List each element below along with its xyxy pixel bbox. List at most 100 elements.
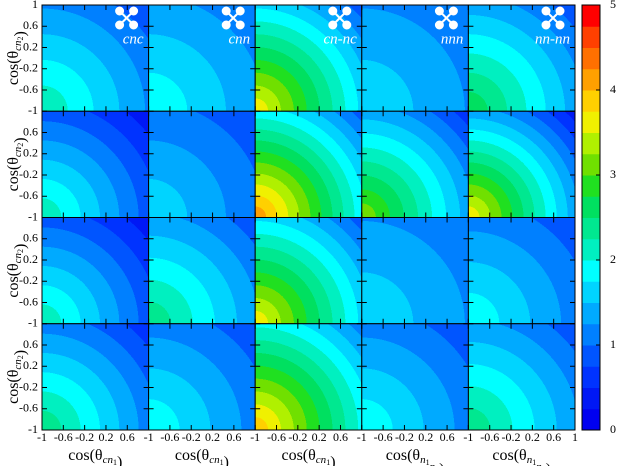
x-tick-label: 0.2 bbox=[98, 430, 113, 444]
colorbar-tick-label: 2 bbox=[610, 252, 616, 266]
x-axis-label-subsub: 2 bbox=[542, 465, 546, 466]
y-axis-label-part: ) bbox=[12, 137, 29, 142]
y-tick-label: -1 bbox=[28, 422, 38, 436]
contour-panel bbox=[148, 217, 256, 325]
y-tick-label: -0.6 bbox=[19, 401, 38, 415]
y-tick-label: 0.6 bbox=[23, 231, 38, 245]
contour-panel bbox=[41, 110, 150, 218]
x-tick-label: 0.6 bbox=[226, 430, 241, 444]
x-axis-label: cos(θn1n2) bbox=[492, 447, 551, 466]
colorbar-band bbox=[582, 345, 600, 367]
x-tick-label: 0.6 bbox=[333, 430, 348, 444]
y-axis-label-part: ) bbox=[12, 350, 29, 355]
colorbar-tick-label: 5 bbox=[610, 0, 616, 11]
colorbar-band bbox=[582, 90, 600, 112]
x-tick-label: -1 bbox=[357, 430, 367, 444]
y-tick-label: 0.2 bbox=[23, 146, 38, 160]
x-axis-label-sub: n bbox=[430, 461, 436, 466]
x-axis-label-subsub: 2 bbox=[435, 465, 439, 466]
x-tick-label: -1 bbox=[37, 430, 47, 444]
contour-panel bbox=[148, 323, 256, 431]
colorbar-band bbox=[582, 387, 600, 410]
colorbar-band bbox=[582, 153, 600, 176]
colorbar-band bbox=[582, 68, 600, 91]
y-tick-label: 0.2 bbox=[23, 358, 38, 372]
colorbar-band bbox=[582, 366, 600, 388]
panel-title: nnn bbox=[441, 31, 464, 47]
contour-panel bbox=[41, 323, 150, 431]
x-axis-label-sub: n bbox=[536, 461, 542, 466]
contour-panel bbox=[254, 323, 363, 431]
x-axis-label-subsub: 1 bbox=[532, 458, 536, 466]
x-axis-label: cos(θcn1) bbox=[281, 447, 335, 466]
x-tick-label: 0.6 bbox=[546, 430, 561, 444]
contour-panel bbox=[361, 323, 469, 431]
y-axis-label: cos(θcn2) bbox=[5, 244, 29, 298]
colorbar-band bbox=[582, 175, 600, 197]
y-tick-label: 0.6 bbox=[23, 337, 38, 351]
panel-title: nn-nn bbox=[535, 31, 570, 47]
y-axis-label-subsub: 2 bbox=[16, 249, 25, 253]
contour-panel bbox=[361, 110, 469, 218]
x-axis-label-part: ) bbox=[546, 461, 551, 466]
x-axis-label-subsub: 1 bbox=[220, 458, 224, 466]
y-tick-label: 0.6 bbox=[23, 18, 38, 32]
x-tick-label: 0.2 bbox=[312, 430, 327, 444]
x-tick-label: -0.6 bbox=[160, 430, 179, 444]
colorbar-band bbox=[582, 302, 600, 325]
contour-panel bbox=[467, 323, 576, 431]
x-tick-label: -0.2 bbox=[395, 430, 414, 444]
molecule-icon bbox=[541, 6, 565, 30]
x-axis-label-part: cos(θ bbox=[281, 447, 315, 464]
x-tick-label: 0.6 bbox=[440, 430, 455, 444]
colorbar-tick-label: 4 bbox=[610, 82, 616, 96]
contour-panel bbox=[467, 217, 576, 325]
x-tick-label: 0.2 bbox=[205, 430, 220, 444]
x-axis-label-subsub: 1 bbox=[426, 458, 430, 466]
x-tick-label: -1 bbox=[250, 430, 260, 444]
x-axis-label-part: cos(θ bbox=[386, 447, 420, 464]
y-axis-label-sub: cn bbox=[12, 40, 24, 51]
y-tick-label: -1 bbox=[28, 103, 38, 117]
x-axis-label-subsub: 1 bbox=[113, 458, 117, 466]
y-tick-label: -0.6 bbox=[19, 188, 38, 202]
x-axis-label: cos(θn1n2) bbox=[386, 447, 445, 466]
x-axis-label-part: cos(θ bbox=[175, 447, 209, 464]
x-axis-label-sub: n bbox=[420, 454, 426, 466]
y-axis-label: cos(θcn2) bbox=[5, 137, 29, 191]
colorbar-band bbox=[582, 260, 600, 282]
colorbar-tick-label: 1 bbox=[610, 337, 616, 351]
y-axis-label-sub: cn bbox=[12, 146, 24, 157]
panel-title: cn-nc bbox=[323, 31, 357, 47]
colorbar-band bbox=[582, 408, 600, 431]
y-tick-label: -0.2 bbox=[19, 273, 38, 287]
y-tick-label: 0.2 bbox=[23, 39, 38, 53]
x-axis-label-part: ) bbox=[117, 454, 122, 466]
colorbar-frame bbox=[581, 4, 601, 431]
y-axis-label-subsub: 2 bbox=[16, 143, 25, 147]
y-tick-label: -0.2 bbox=[19, 167, 38, 181]
colorbar-tick-label: 3 bbox=[610, 167, 616, 181]
y-axis-label-part: ) bbox=[12, 31, 29, 36]
y-axis-label: cos(θcn2) bbox=[5, 350, 29, 404]
y-tick-label: -1 bbox=[28, 316, 38, 330]
contour-panel bbox=[148, 110, 256, 218]
colorbar-band bbox=[582, 196, 600, 218]
y-axis-label-subsub: 2 bbox=[16, 355, 25, 359]
x-axis-label-part: ) bbox=[224, 454, 229, 466]
x-tick-label: 0.6 bbox=[120, 430, 135, 444]
x-axis-label: cos(θcn1) bbox=[68, 447, 122, 466]
colorbar-band bbox=[582, 132, 600, 155]
contour-panel bbox=[41, 217, 150, 325]
colorbar-tick-label: 0 bbox=[610, 422, 616, 436]
y-tick-label: -0.2 bbox=[19, 379, 38, 393]
x-axis-label-part: cos(θ bbox=[492, 447, 526, 464]
x-tick-label: -0.2 bbox=[75, 430, 94, 444]
x-axis-label-sub: cn bbox=[316, 454, 327, 466]
x-tick-label: -0.6 bbox=[374, 430, 393, 444]
y-tick-label: -0.2 bbox=[19, 61, 38, 75]
colorbar-band bbox=[582, 111, 600, 133]
colorbar-band bbox=[582, 323, 600, 346]
contour-panel bbox=[467, 110, 576, 218]
x-tick-label: -0.2 bbox=[502, 430, 521, 444]
